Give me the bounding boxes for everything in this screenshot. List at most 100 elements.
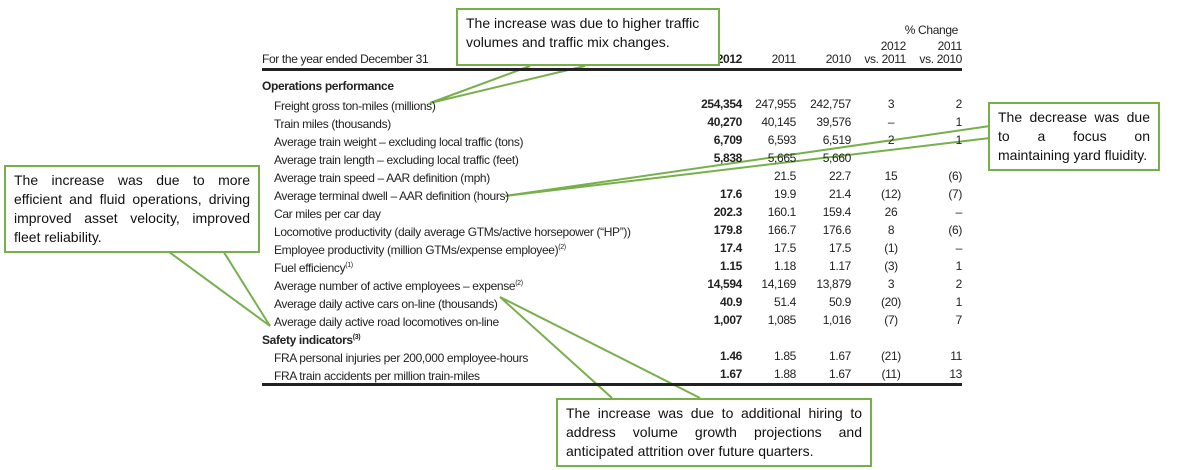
value-2012: 202.3 [713, 205, 743, 219]
section-title: Safety indicators(3) [262, 329, 361, 349]
footnote-ref: (2) [558, 244, 566, 251]
row-label-text: Fuel efficiency [274, 261, 346, 275]
row-label: Employee productivity (million GTMs/expe… [274, 239, 566, 259]
table-row: Average terminal dwell – AAR definition … [262, 185, 962, 203]
col-pct-2011-year: 2011 [937, 39, 963, 53]
section-title-text: Operations performance [262, 79, 394, 93]
row-label: Average daily active cars on-line (thous… [274, 293, 498, 313]
value-2011: 1.18 [774, 259, 796, 273]
row-label-text: Freight gross ton-miles (millions) [274, 99, 436, 113]
row-label-text: FRA train accidents per million train-mi… [274, 369, 480, 383]
callout-dwell: The decrease was due to a focus on maint… [988, 102, 1160, 171]
table-row: Average number of active employees – exp… [262, 275, 962, 293]
row-label-text: Car miles per car day [274, 207, 381, 221]
row-label: Train miles (thousands) [274, 113, 391, 133]
row-label-text: Average daily active cars on-line (thous… [274, 297, 498, 311]
pct-2012-vs-2011: 2 [887, 133, 895, 147]
callout-freight: The increase was due to higher traffic v… [456, 8, 720, 66]
pct-2011-vs-2010: (7) [948, 187, 962, 201]
pct-2012-vs-2011: 3 [887, 97, 895, 111]
value-2012: 1.15 [720, 259, 742, 273]
value-2011: 1.85 [774, 349, 796, 363]
pct-2011-vs-2010: 11 [950, 349, 962, 363]
value-2010: 17.5 [829, 241, 851, 255]
row-label-text: Average train length – excluding local t… [274, 153, 519, 167]
pct-2011-vs-2010: 1 [955, 259, 963, 273]
table-row: FRA train accidents per million train-mi… [262, 365, 962, 383]
row-label-text: Average train weight – excluding local t… [274, 135, 524, 149]
col-pct-2011: 2011 vs. 2010 [919, 40, 962, 66]
pointer-4 [499, 296, 701, 399]
row-label: Average train length – excluding local t… [274, 149, 519, 169]
footnote-ref: (1) [345, 262, 353, 269]
operations-table: For the year ended December 31 % Change … [262, 20, 962, 386]
value-2010: 1.17 [829, 259, 851, 273]
period-label: For the year ended December 31 [262, 52, 429, 66]
table-row: Locomotive productivity (daily average G… [262, 221, 962, 239]
section-title: Operations performance [262, 77, 394, 95]
value-2010: 242,757 [810, 97, 851, 111]
table-row: Freight gross ton-miles (millions) 254,3… [262, 95, 962, 113]
section-header: Operations performance [262, 77, 962, 95]
section-title-text: Safety indicators [262, 333, 353, 347]
value-2010: 1,016 [822, 313, 852, 327]
pct-change-label: % Change [904, 23, 959, 37]
pct-2011-vs-2010: 13 [949, 367, 962, 381]
row-label: Average train weight – excluding local t… [274, 131, 524, 151]
value-2010: 176.6 [822, 223, 852, 237]
row-label-text: Locomotive productivity (daily average G… [274, 225, 631, 239]
table-row: Average daily active road locomotives on… [262, 311, 962, 329]
pointer-1 [429, 65, 586, 104]
pct-2012-vs-2011: (3) [884, 259, 898, 273]
row-label: Average number of active employees – exp… [274, 275, 523, 295]
pct-2012-vs-2011: (12) [881, 187, 901, 201]
footnote-ref: (3) [352, 334, 361, 341]
value-2012: 1.46 [720, 349, 742, 363]
value-2012: 1.67 [720, 367, 742, 381]
pct-2011-vs-2010: (6) [948, 223, 962, 237]
pct-2012-vs-2011: 26 [884, 205, 898, 219]
callout-productivity: The increase was due to more efficient a… [4, 165, 260, 253]
value-2010: 50.9 [829, 295, 851, 309]
pct-2012-vs-2011: (20) [881, 295, 901, 309]
value-2011: 14,169 [761, 277, 796, 291]
value-2012: 5,838 [713, 151, 743, 165]
pct-2012-vs-2011: (11) [881, 367, 901, 381]
value-2012: 6,709 [713, 133, 743, 147]
table-row: Employee productivity (million GTMs/expe… [262, 239, 962, 257]
pct-2011-vs-2010: (6) [948, 169, 962, 183]
value-2012: 179.8 [713, 223, 743, 237]
row-label-text: Average train speed – AAR definition (mp… [274, 171, 490, 185]
pct-2011-vs-2010: 1 [955, 295, 963, 309]
value-2012: 40,270 [707, 115, 742, 129]
row-label: Car miles per car day [274, 203, 381, 223]
value-2011: 247,955 [755, 97, 796, 111]
table-row: Fuel efficiency(1) 1.15 1.18 1.17 (3) 1 [262, 257, 962, 275]
table-row: Average train weight – excluding local t… [262, 131, 962, 149]
value-2010: 13,879 [816, 277, 851, 291]
row-label-text: FRA personal injuries per 200,000 employ… [274, 351, 529, 365]
section-header: Safety indicators(3) [262, 329, 962, 347]
footnote-ref: (2) [515, 280, 523, 287]
col-pct-2012-year: 2012 [880, 39, 907, 53]
pct-2011-vs-2010: – [955, 205, 963, 219]
row-label-text: Average terminal dwell – AAR definition … [274, 189, 509, 203]
table-row: Average daily active cars on-line (thous… [262, 293, 962, 311]
row-label: Fuel efficiency(1) [274, 257, 353, 277]
callout-employees: The increase was due to additional hirin… [556, 398, 872, 467]
row-label: Freight gross ton-miles (millions) [274, 95, 436, 115]
value-2010: 1.67 [829, 367, 851, 381]
value-2010: 21.4 [829, 187, 851, 201]
value-2012: 40.9 [720, 295, 742, 309]
pct-2011-vs-2010: 2 [955, 277, 963, 291]
pct-2012-vs-2011: 15 [884, 169, 898, 183]
value-2011: 40,145 [761, 115, 796, 129]
value-2010: 6,519 [822, 133, 852, 147]
pct-2012-vs-2011: (21) [881, 349, 901, 363]
table-bottom-rule [262, 383, 962, 386]
value-2011: 160.1 [767, 205, 797, 219]
col-pct-2012: 2012 vs. 2011 [864, 40, 906, 66]
value-2011: 1.88 [774, 367, 796, 381]
row-label: FRA personal injuries per 200,000 employ… [274, 347, 528, 367]
